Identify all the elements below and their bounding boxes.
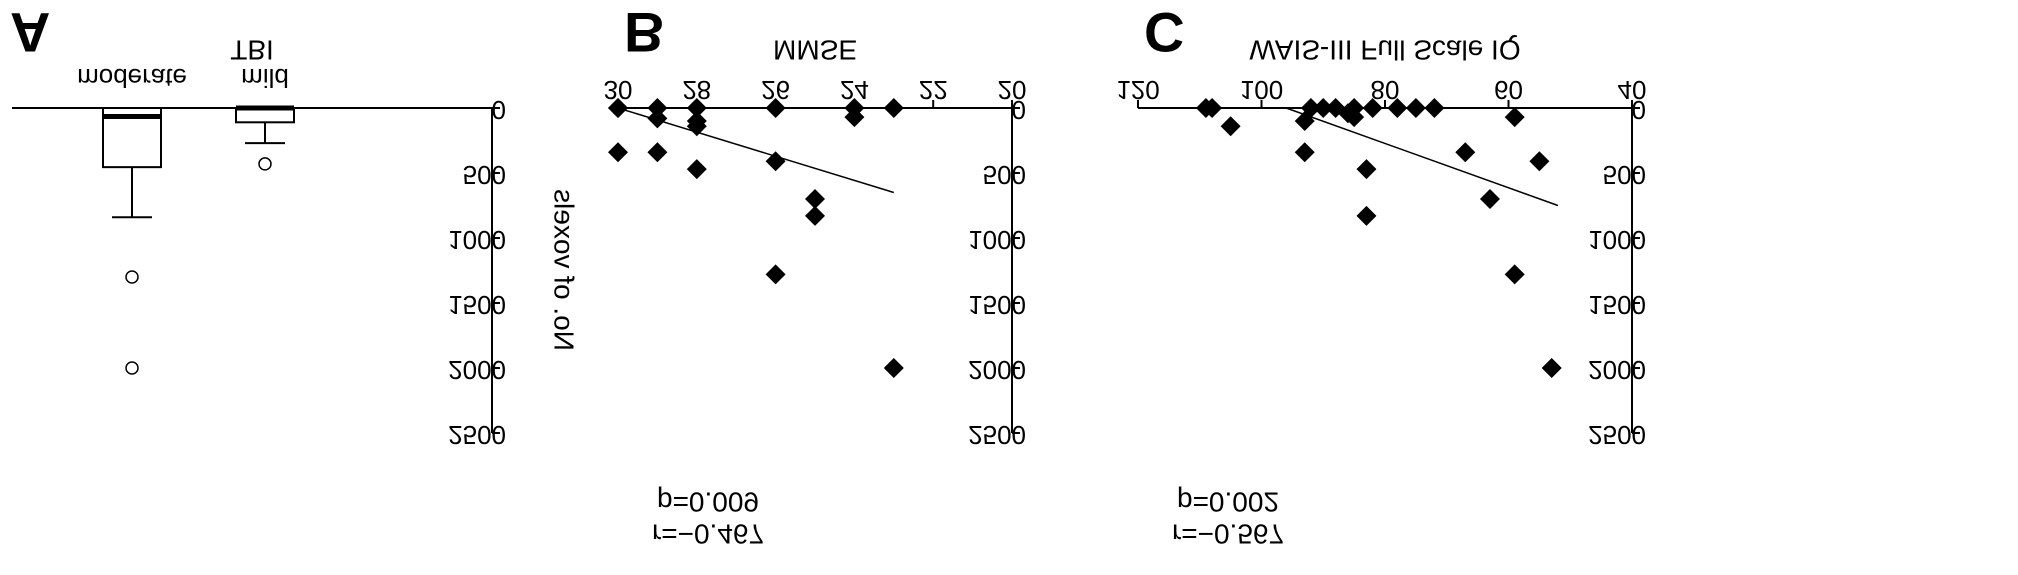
box-mild-outlier-0 xyxy=(258,157,272,171)
panel-c-y-tick-label-1: 500 xyxy=(1603,160,1646,190)
panel-b-point-13 xyxy=(647,98,668,118)
panel-b-point-9 xyxy=(686,98,707,118)
panel-b-p-value: p=0.009 xyxy=(657,487,759,518)
panel-b-y-tick-label-2: 1000 xyxy=(968,225,1026,255)
panel-b-y-tick-label-5: 2500 xyxy=(968,420,1026,450)
panel-c-points xyxy=(1195,98,1562,378)
panel-a-label: A xyxy=(10,1,50,64)
category-label-moderate: moderate xyxy=(77,63,187,93)
panel-c-point-1 xyxy=(1529,151,1550,172)
panel-c-point-3 xyxy=(1504,107,1525,128)
panel-a-x-axis-label: TBI xyxy=(230,35,274,66)
panel-c: C WAIS-III Full Scale IQ p=0.002 r=−0.56… xyxy=(1116,1,1646,549)
panel-c-y-tick-label-0: 0 xyxy=(1632,95,1646,125)
panel-c-point-7 xyxy=(1405,98,1426,118)
panel-b-y-tick-label-0: 0 xyxy=(1012,95,1026,125)
panel-b-y-tick-label-1: 500 xyxy=(983,160,1026,190)
panel-c-point-2 xyxy=(1504,264,1525,285)
panel-c-p-value: p=0.002 xyxy=(1177,487,1279,518)
figure-mirrored: A TBI No. of voxels 05001000150020002500… xyxy=(10,1,1646,549)
category-label-mild: mild xyxy=(241,63,289,93)
panel-b-y-tick-label-3: 1500 xyxy=(968,290,1026,320)
panel-c-point-19 xyxy=(1294,142,1315,163)
panel-c-point-15 xyxy=(1325,98,1346,118)
panel-c-x-tick-label-3: 100 xyxy=(1240,75,1283,105)
panel-c-r-value: r=−0.567 xyxy=(1172,519,1284,550)
panel-b-point-14 xyxy=(647,108,668,129)
panel-c-x-tick-label-4: 120 xyxy=(1116,75,1159,105)
panel-a-y-tick-label-3: 1500 xyxy=(448,290,506,320)
panel-c-point-5 xyxy=(1455,142,1476,163)
panel-b-point-8 xyxy=(765,264,786,285)
panel-c-point-14 xyxy=(1337,103,1358,124)
panel-c-point-6 xyxy=(1424,98,1445,118)
box-moderate-outlier-0 xyxy=(125,270,139,284)
panel-a-y-tick-label-4: 2000 xyxy=(448,355,506,385)
panel-b-trendline xyxy=(617,107,895,194)
panel-b-point-7 xyxy=(765,151,786,172)
panel-b-label: B xyxy=(624,1,664,64)
panel-c-point-20 xyxy=(1220,116,1241,137)
panel-b-point-12 xyxy=(686,159,707,180)
panel-c-trendline xyxy=(1285,107,1559,207)
panel-c-point-0 xyxy=(1541,358,1562,378)
panel-c-point-16 xyxy=(1313,98,1334,118)
panel-c-y-tick-label-5: 2500 xyxy=(1588,420,1646,450)
panel-b-point-5 xyxy=(805,205,825,226)
panel-b-point-3 xyxy=(844,107,865,128)
panel-c-x-tick-label-1: 60 xyxy=(1494,75,1523,105)
panel-b-point-0 xyxy=(883,358,904,378)
panel-c-y-tick-label-4: 2000 xyxy=(1588,355,1646,385)
panel-b-r-value: r=−0.467 xyxy=(652,519,764,550)
panel-b-x-tick-label-1: 22 xyxy=(919,75,948,105)
panel-b: B MMSE p=0.009 r=−0.467 0 500 1000 1500 2000… xyxy=(604,1,1027,549)
panel-a-y-tick-label-5: 2500 xyxy=(448,420,506,450)
panel-c-y-tick-label-3: 1500 xyxy=(1588,290,1646,320)
panel-c-point-8 xyxy=(1387,98,1408,118)
box-mild: mild xyxy=(235,63,295,171)
panel-b-point-1 xyxy=(883,98,904,118)
panel-a: A TBI No. of voxels 0 500 1000 1500 2000 2500… xyxy=(10,1,580,450)
panel-a-boxes: mild moderate xyxy=(77,63,295,375)
panel-c-label: C xyxy=(1144,1,1184,64)
panel-c-x-axis-label: WAIS-III Full Scale IQ xyxy=(1249,35,1520,66)
box-moderate-outlier-1 xyxy=(125,361,139,375)
panel-c-y-tick-label-2: 1000 xyxy=(1588,225,1646,255)
panel-a-y-axis-label: No. of voxels xyxy=(549,189,580,351)
panel-a-y-tick-label-2: 1000 xyxy=(448,225,506,255)
panel-b-x-tick-label-0: 20 xyxy=(998,75,1027,105)
panel-b-x-axis-label: MMSE xyxy=(773,35,857,66)
panel-c-point-11 xyxy=(1356,205,1377,226)
panel-b-y-tick-label-4: 2000 xyxy=(968,355,1026,385)
panel-c-axes: 0 500 1000 1500 2000 2500 40 60 80 100 120 xyxy=(1116,75,1646,450)
panel-c-point-4 xyxy=(1479,189,1500,209)
panel-b-point-18 xyxy=(608,142,628,163)
panel-a-y-tick-label-1: 500 xyxy=(463,160,506,190)
panel-a-axes: 0 500 1000 1500 2000 2500 xyxy=(12,95,506,450)
panel-c-x-tick-label-2: 80 xyxy=(1371,75,1400,105)
panel-c-point-10 xyxy=(1356,159,1377,180)
panel-b-point-15 xyxy=(647,142,668,163)
box-moderate: moderate xyxy=(77,63,187,375)
panel-b-points xyxy=(608,98,904,378)
panel-c-x-tick-label-0: 40 xyxy=(1618,75,1647,105)
panel-a-y-tick-label-0: 0 xyxy=(492,95,506,125)
panel-c-point-9 xyxy=(1362,98,1383,118)
panel-b-point-4 xyxy=(805,189,825,209)
panel-c-point-22 xyxy=(1195,98,1216,118)
panel-b-point-6 xyxy=(765,98,786,118)
